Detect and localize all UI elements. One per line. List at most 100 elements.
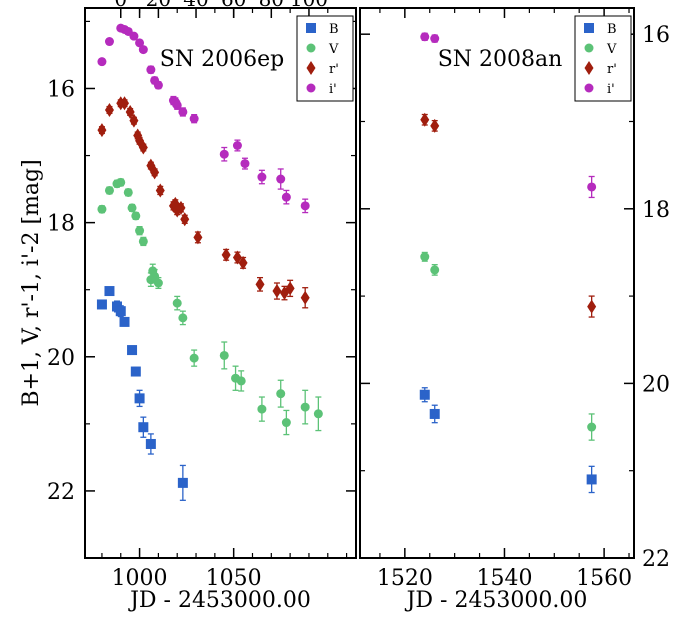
data-point [115,306,126,317]
legend-marker [584,61,594,75]
panel-title: SN 2006ep [160,47,284,72]
y-axis-label: B+1, V, r'-1, i'-2 [mag] [19,159,44,406]
data-point [430,265,440,275]
legend-entry: i' [306,82,337,97]
top-tick-label: 20 [146,0,171,11]
data-point [97,123,107,138]
y-tick-label: 22 [47,480,75,505]
legend-label: r' [329,62,339,77]
data-point [129,31,139,41]
x-tick-label: 1540 [476,566,532,591]
panel-title: SN 2008an [438,47,563,72]
x-tick-label: 1050 [206,566,262,591]
data-point [420,252,430,262]
data-point [300,290,310,305]
series-iprime [97,23,310,214]
data-point [150,271,160,281]
legend-label: i' [607,82,615,97]
data-point [125,104,135,119]
legend-box [574,15,632,102]
data-point [193,230,203,245]
legend-entry: B [306,22,339,37]
data-point [153,80,163,90]
data-layer [419,32,597,494]
top-tick-label: 100 [290,0,328,11]
data-point [178,107,188,117]
x-tick-label: 1560 [576,566,632,591]
data-point [300,402,310,412]
x-tick-label: 1000 [112,566,168,591]
y-tick-label: 18 [47,212,75,237]
data-layer [96,23,323,501]
data-point [176,200,186,215]
legend-entry: V [306,42,339,57]
data-point [177,477,188,488]
data-point [240,159,250,169]
y-tick-label: 20 [642,372,670,397]
data-point [587,422,597,432]
data-point [420,32,430,42]
y-tick-label: 16 [642,23,670,48]
legend-marker [584,83,594,93]
data-point [419,389,430,400]
legend-entry: B [584,22,617,37]
legend-label: i' [329,82,337,97]
data-point [116,177,126,187]
data-point [255,277,265,292]
x-tick-label: 1520 [377,566,433,591]
data-point [104,37,114,47]
data-point [429,408,440,419]
data-point [219,149,229,159]
series-rprime [420,112,597,318]
data-point [430,34,440,44]
data-point [172,100,182,110]
plot-frame [359,7,635,559]
data-point [130,366,141,377]
data-point [587,299,597,314]
data-point [276,389,286,399]
data-point [120,96,130,111]
data-point [232,141,242,150]
data-point [138,236,148,246]
series-B [96,286,188,501]
data-point [97,204,107,214]
data-point [236,376,246,386]
data-point [221,247,231,262]
data-point [587,182,597,192]
data-point [123,187,133,197]
legend-marker [306,43,316,53]
data-point [313,409,323,419]
data-point [300,201,310,211]
data-point [104,286,115,297]
legend-entry: V [584,42,617,57]
data-point [131,211,141,221]
series-V [97,177,323,436]
series-V [420,251,597,441]
legend-label: r' [607,62,617,77]
data-point [129,113,139,128]
data-point [180,212,190,227]
top-tick-label: 60 [221,0,246,11]
data-point [104,102,114,117]
top-tick-label: 40 [183,0,208,11]
data-point [285,281,295,296]
data-point [281,192,291,202]
legend-label: V [328,42,339,57]
legend-marker [584,43,594,53]
y-tick-label: 22 [642,547,670,572]
legend-marker [306,23,316,33]
legend-entry: r' [584,61,617,77]
panel-left: 1000 1050 16 18 20 22 0 20 40 60 80 100 JD - 2453000… [47,0,357,613]
data-point [96,299,107,310]
data-point [430,118,440,133]
data-point [189,353,199,363]
legend-entry: i' [584,82,615,97]
series-rprime [97,96,310,309]
data-point [281,418,291,428]
legend-label: V [606,42,617,57]
data-point [146,65,156,75]
y-tick-label: 18 [642,198,670,223]
data-point [104,185,114,195]
y-tick-label: 16 [47,77,75,102]
data-point [276,174,286,184]
